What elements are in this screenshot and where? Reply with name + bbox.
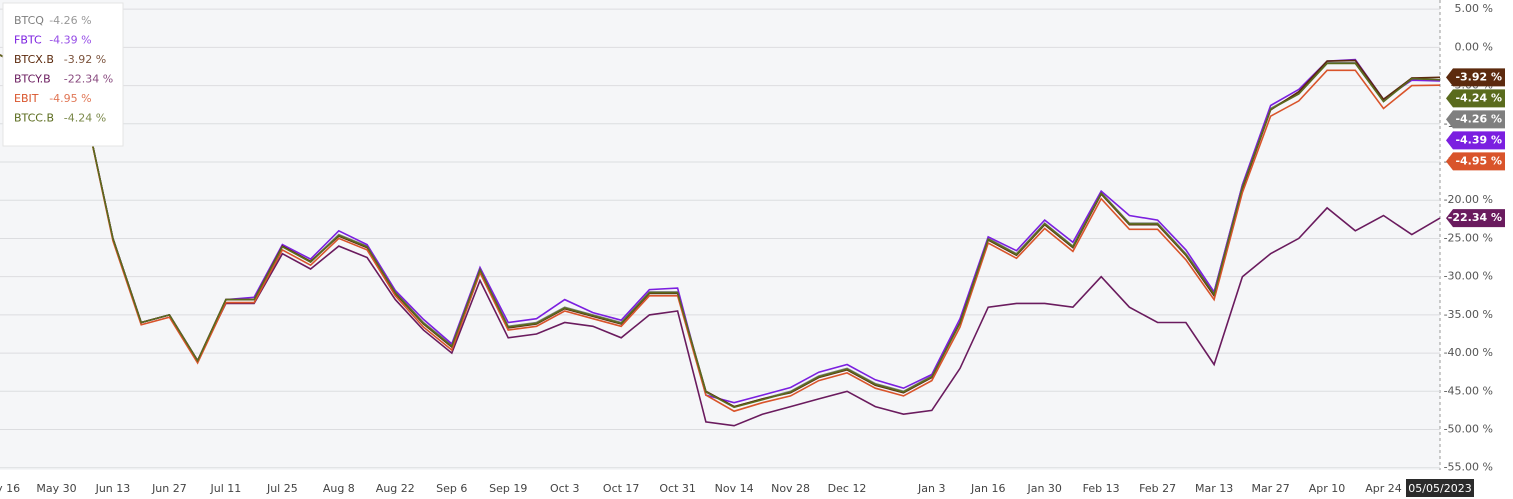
crosshair-date-box [1406,479,1474,497]
x-tick-label: Dec 12 [828,482,867,495]
x-tick-label: Sep 19 [489,482,527,495]
x-tick-label: Feb 27 [1139,482,1176,495]
x-tick-label: Nov 28 [771,482,810,495]
x-tick-label: Jan 16 [970,482,1005,495]
y-tick-label: 5.00 % [1455,2,1493,15]
x-tick-label: Jul 25 [266,482,298,495]
legend-name: BTCQ [14,14,44,27]
x-tick-label: Jan 30 [1026,482,1061,495]
x-tick-label: Jul 11 [209,482,241,495]
y-tick-label: -45.00 % [1444,384,1493,397]
x-tick-label: Oct 3 [550,482,580,495]
x-tick-label: Nov 14 [715,482,754,495]
x-tick-label: Oct 31 [659,482,696,495]
x-tick-label: Apr 24 [1365,482,1402,495]
end-label: -4.95 % [1455,154,1502,167]
y-tick-label: -25.00 % [1444,231,1493,244]
y-tick-label: -50.00 % [1444,422,1493,435]
end-label: -4.26 % [1455,112,1502,125]
x-tick-label: Aug 8 [323,482,355,495]
legend-name: EBIT [14,92,39,105]
series-line [0,54,1441,409]
legend-value: -4.95 % [49,92,91,105]
x-tick-label: Mar 13 [1195,482,1233,495]
y-tick-label: -40.00 % [1444,346,1493,359]
series-line [0,54,1441,413]
end-label-box [1446,89,1505,108]
legend-box [2,2,124,147]
x-tick-label: Mar 27 [1251,482,1289,495]
legend-name: BTCC.B [14,112,54,125]
end-label: -4.24 % [1455,91,1502,104]
y-tick-label: -55.00 % [1444,461,1493,474]
x-tick-label: May 16 [0,482,20,495]
legend-value: -22.34 % [64,73,113,86]
y-tick-label: -20.00 % [1444,193,1493,206]
x-tick-label: Oct 17 [603,482,640,495]
legend-name: BTCY.B [14,73,51,86]
y-tick-label: 0.00 % [1455,40,1493,53]
end-label-box [1446,209,1505,228]
x-tick-label: Apr 10 [1309,482,1346,495]
legend-name: FBTC [14,34,42,47]
end-label-box [1446,131,1505,150]
y-tick-label: -30.00 % [1444,270,1493,283]
y-tick-label: -35.00 % [1444,308,1493,321]
end-label-box [1446,68,1505,87]
x-tick-label: Feb 13 [1083,482,1120,495]
x-tick-label: 05/05/2023 [1408,482,1471,495]
x-tick-label: Jan 3 [917,482,945,495]
legend: BTCQ -4.26 % FBTC -4.39 % BTCX.B -3.92 % BTCY.… [2,2,124,147]
end-label-box [1446,110,1505,129]
legend-value: -4.39 % [49,34,91,47]
x-tick-label: Aug 22 [376,482,415,495]
end-label: -4.39 % [1455,133,1502,146]
x-tick-label: Jun 13 [95,482,131,495]
x-tick-label: Jun 27 [151,482,187,495]
end-label-box [1446,152,1505,171]
legend-value: -4.26 % [49,14,91,27]
legend-value: -4.24 % [64,112,106,125]
end-label: -22.34 % [1448,211,1502,224]
legend-name: BTCX.B [14,53,54,66]
x-tick-label: May 30 [36,482,76,495]
end-label: -3.92 % [1455,70,1502,83]
x-tick-label: Sep 6 [436,482,467,495]
legend-value: -3.92 % [64,53,106,66]
